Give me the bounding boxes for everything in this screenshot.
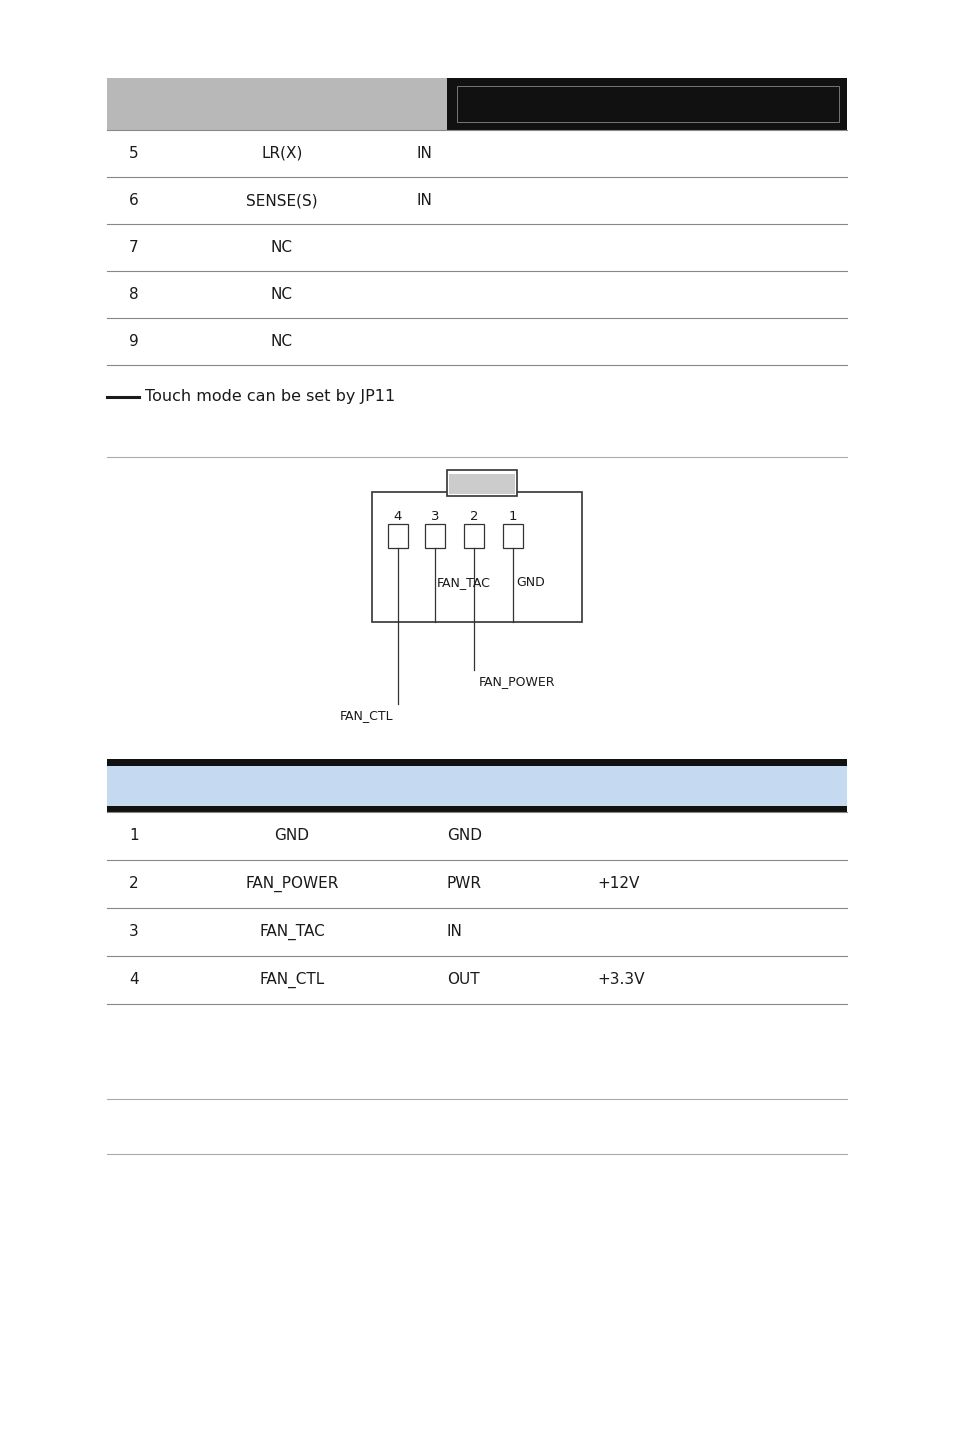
Text: 7: 7 (129, 239, 138, 255)
Text: FAN_TAC: FAN_TAC (259, 923, 325, 941)
Text: NC: NC (271, 287, 293, 303)
Text: +12V: +12V (597, 876, 639, 892)
Text: FAN_TAC: FAN_TAC (436, 576, 491, 589)
Text: 3: 3 (431, 511, 438, 523)
Text: FAN_CTL: FAN_CTL (259, 972, 324, 988)
Text: FAN_CTL: FAN_CTL (339, 708, 393, 721)
Text: Touch mode can be set by JP11: Touch mode can be set by JP11 (145, 390, 395, 404)
Text: FAN_POWER: FAN_POWER (478, 675, 555, 688)
Text: 8: 8 (129, 287, 138, 303)
Text: 6: 6 (129, 194, 138, 208)
Text: 2: 2 (129, 876, 138, 892)
Text: GND: GND (274, 829, 309, 843)
Text: 1: 1 (508, 511, 517, 523)
Text: LR(X): LR(X) (261, 146, 302, 161)
Bar (447, 470, 517, 496)
Text: +3.3V: +3.3V (597, 972, 644, 988)
Text: GND: GND (447, 829, 481, 843)
Bar (424, 523, 444, 548)
Bar (388, 523, 408, 548)
Bar (107, 759, 846, 766)
Bar (372, 492, 581, 622)
Text: NC: NC (271, 239, 293, 255)
Text: 4: 4 (129, 972, 138, 988)
Bar (456, 86, 838, 122)
Text: PWR: PWR (447, 876, 481, 892)
Text: 9: 9 (129, 334, 138, 348)
Bar (463, 523, 483, 548)
Text: GND: GND (516, 576, 544, 589)
Bar (107, 806, 846, 812)
Bar (107, 766, 846, 806)
Bar (107, 77, 447, 130)
Text: OUT: OUT (447, 972, 479, 988)
Bar (449, 475, 515, 493)
Text: IN: IN (416, 146, 433, 161)
Bar (447, 77, 846, 130)
Text: 3: 3 (129, 925, 138, 939)
Text: IN: IN (416, 194, 433, 208)
Text: 4: 4 (394, 511, 402, 523)
Text: NC: NC (271, 334, 293, 348)
Bar (502, 523, 522, 548)
Text: 2: 2 (469, 511, 477, 523)
Text: 5: 5 (129, 146, 138, 161)
Text: FAN_POWER: FAN_POWER (245, 876, 338, 892)
Text: SENSE(S): SENSE(S) (246, 194, 317, 208)
Text: IN: IN (447, 925, 462, 939)
Text: 1: 1 (129, 829, 138, 843)
